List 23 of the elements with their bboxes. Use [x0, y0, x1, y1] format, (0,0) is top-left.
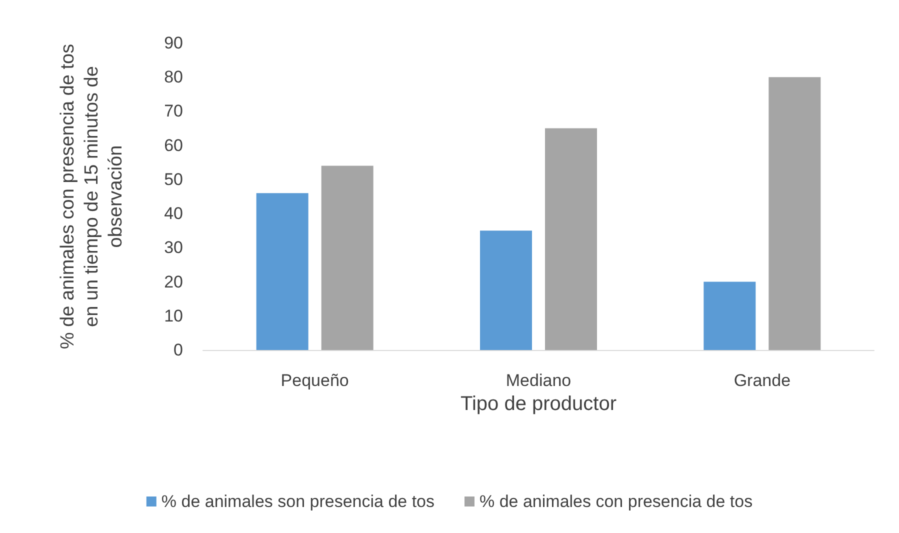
y-axis-title: % de animales con presencia de tos en un tiempo de 15 minutos de observación: [58, 44, 126, 350]
bar: [768, 77, 821, 350]
bar: [480, 230, 532, 350]
y-tick-label: 20: [164, 272, 183, 292]
y-tick-label: 80: [164, 68, 183, 87]
y-tick-label: 90: [164, 34, 183, 52]
bar: [321, 166, 374, 350]
y-tick-label: 10: [164, 306, 183, 326]
x-tick-label: Grande: [734, 371, 791, 390]
x-tick-label: Mediano: [506, 371, 572, 390]
y-tick-label: 0: [174, 340, 183, 360]
legend-label: % de animales son presencia de tos: [161, 492, 435, 511]
y-tick-label: 50: [164, 170, 183, 189]
x-tick-label: Pequeño: [280, 371, 349, 390]
bar: [545, 128, 597, 350]
y-tick-label: 40: [164, 204, 183, 224]
y-tick-label: 70: [164, 102, 183, 121]
y-tick-label: 60: [164, 136, 183, 155]
y-tick-label: 30: [164, 238, 183, 258]
bar: [256, 193, 308, 350]
x-axis-title: Tipo de productor: [460, 392, 617, 415]
bar: [704, 282, 756, 350]
legend-label: % de animales con presencia de tos: [480, 492, 753, 511]
